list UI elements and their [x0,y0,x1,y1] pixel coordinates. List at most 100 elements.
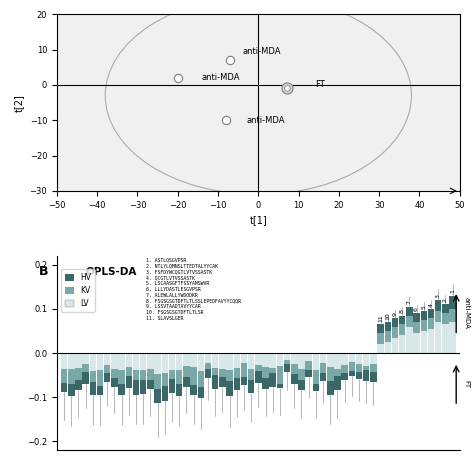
Bar [313,353,319,391]
Bar [406,327,413,353]
Bar [82,353,89,364]
Bar [298,353,305,380]
Bar [133,353,139,370]
Bar [118,353,125,384]
Bar [406,307,413,353]
Bar [82,353,89,384]
Bar [370,353,377,382]
Bar [198,353,204,398]
Bar [97,353,103,370]
Bar [363,353,370,370]
Bar [162,353,168,401]
Bar [226,353,233,370]
Bar [428,309,434,353]
Bar [111,353,118,369]
Bar [305,353,312,361]
Bar [191,353,197,384]
Bar [392,327,398,353]
Bar [341,353,348,373]
Bar [241,353,247,377]
Bar [392,337,398,353]
Bar [248,353,255,381]
Bar [75,353,82,380]
Bar [219,353,226,387]
Bar [449,309,456,353]
Bar [327,353,334,395]
Bar [305,353,312,370]
Bar [442,313,448,353]
Bar [75,353,82,368]
Text: FT: FT [315,81,325,90]
Bar [176,353,182,371]
Bar [140,353,146,394]
Text: 4: 4 [428,303,434,307]
Bar [118,353,125,395]
Y-axis label: t[2]: t[2] [14,94,24,111]
Bar [104,353,110,373]
Bar [313,353,319,384]
Bar [356,353,362,364]
Text: anti-MDA: anti-MDA [242,47,281,56]
Bar [226,353,233,396]
Bar [449,322,456,353]
Text: 5: 5 [421,305,426,309]
Bar [428,329,434,353]
Bar [255,353,262,383]
Bar [140,353,146,370]
Bar [241,353,247,363]
Bar [169,353,175,370]
Bar [219,353,226,377]
Bar [327,353,334,367]
Bar [284,353,291,364]
Bar [191,353,197,395]
Bar [118,353,125,370]
Bar [147,353,154,380]
Bar [298,353,305,369]
Bar [442,324,448,353]
Bar [68,353,74,369]
Bar [212,353,219,375]
Text: 6: 6 [414,307,419,311]
Bar [392,318,398,353]
Text: OPLS-DA: OPLS-DA [86,267,137,277]
Bar [384,342,391,353]
Text: 11: 11 [378,314,383,322]
Bar [428,318,434,353]
Bar [155,353,161,389]
Bar [449,296,456,353]
Text: 2: 2 [443,298,448,302]
Bar [435,300,441,353]
Bar [305,353,312,377]
Text: anti-MDA: anti-MDA [464,297,469,329]
Bar [270,353,276,368]
Bar [234,353,240,378]
Bar [104,353,110,365]
Bar [348,353,355,362]
Bar [420,331,427,353]
Bar [277,353,283,388]
Bar [262,353,269,367]
Bar [370,353,377,365]
Bar [384,331,391,353]
Bar [61,353,67,369]
Bar [277,353,283,365]
Bar [61,353,67,383]
Bar [406,316,413,353]
Bar [90,353,96,395]
X-axis label: t[1]: t[1] [249,215,267,225]
Bar [341,353,348,365]
Bar [363,353,370,366]
Bar [205,353,211,378]
Bar [270,353,276,373]
Text: 3: 3 [436,294,441,298]
Text: 1. ASTLQSGVPSR
2. NTLYLQMNSLTTEDTALYYCAK
3. FSFDYWCQGTLVTVSSASTK
4. QCGTLVTVSSAS: 1. ASTLQSGVPSR 2. NTLYLQMNSLTTEDTALYYCAK… [146,258,240,321]
Bar [111,353,118,378]
Text: 10: 10 [385,312,390,320]
Bar [140,353,146,380]
Bar [327,353,334,382]
Text: 8: 8 [400,310,405,313]
Bar [126,353,132,367]
Bar [420,320,427,353]
Bar [68,353,74,396]
Bar [255,353,262,365]
